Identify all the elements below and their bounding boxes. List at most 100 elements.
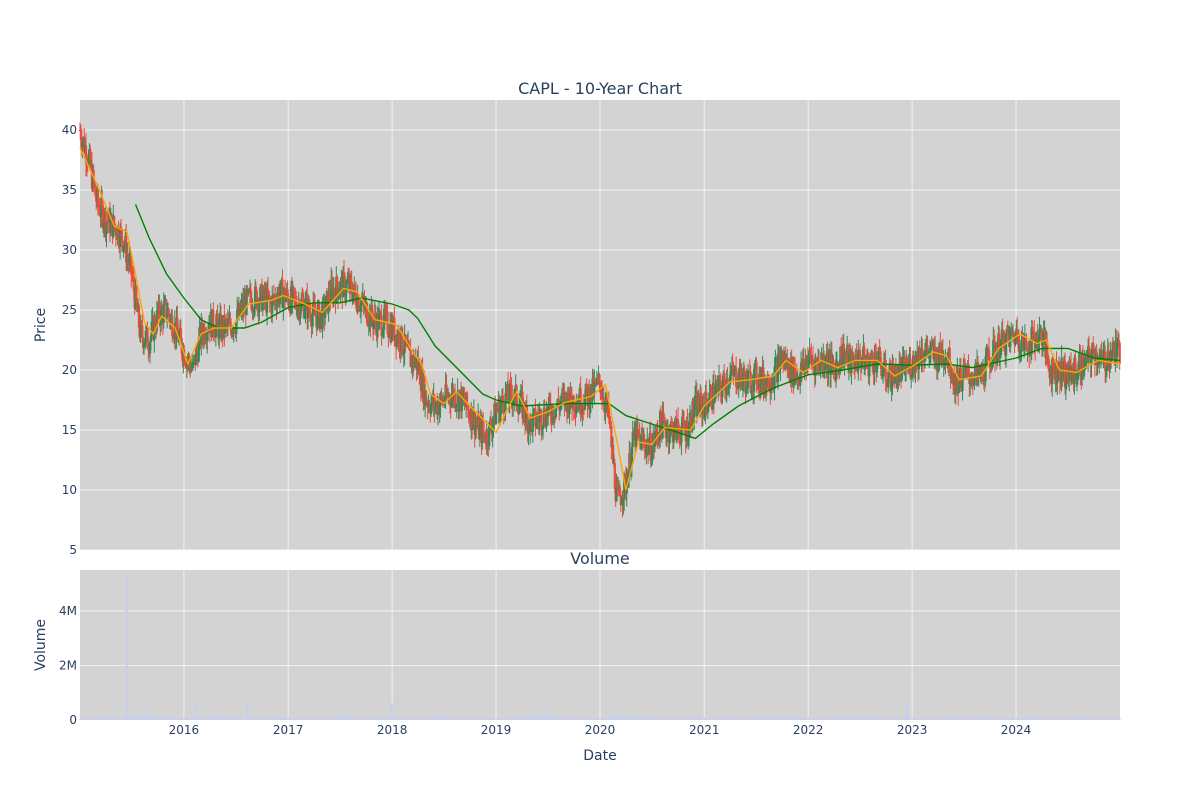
candle-body [144,330,147,342]
volume-bar [999,718,1002,720]
volume-bar [127,717,130,720]
volume-bar [589,718,592,720]
volume-bar [300,718,303,720]
candle-body [179,328,182,339]
candle-body [881,373,884,377]
volume-bars [79,575,1121,720]
candle-body [253,308,256,313]
candle-body [412,354,416,368]
candle-body [682,416,685,421]
candle-body [349,276,352,282]
candle-body [740,363,743,378]
candle-body [1010,329,1014,335]
candle-body [1083,358,1086,370]
candle-body [664,420,667,431]
volume-bar [712,717,715,720]
volume-bar [217,713,220,720]
candle-body [717,376,721,393]
candle-body [658,411,662,441]
volume-bar [612,717,615,720]
candle-body [126,254,129,260]
candle-body [930,343,933,346]
volume-bar [442,717,445,720]
volume-bar [1072,717,1075,720]
volume-bar [196,717,199,720]
candle-body [135,286,138,302]
candle-body [440,394,443,398]
candle-body [918,347,921,359]
candle-body [506,383,510,400]
candle-body [830,352,833,363]
volume-bar [174,717,177,720]
candle-body [554,407,557,418]
candle-body [286,289,289,297]
volume-bar [155,717,158,720]
volume-bar [750,717,753,720]
candle-body [623,474,626,500]
candle-body [1006,330,1009,336]
candle-body [330,279,333,302]
volume-bar [917,718,920,720]
candle-body [453,392,457,408]
candle-body [600,392,604,399]
candle-body [1052,367,1056,369]
candle-body [268,295,271,301]
candle-body [434,406,437,410]
volume-chart-title: Volume [570,549,630,568]
candle-body [1105,367,1109,371]
candle-body [1075,374,1079,380]
candle-body [892,367,895,381]
candle-body [708,392,711,405]
candle-body [727,385,730,390]
volume-bar [666,717,669,720]
candle-body [858,349,862,361]
candle-body [677,430,680,432]
volume-bar [878,718,881,720]
candle-body [105,222,108,235]
candle-body [213,332,216,336]
volume-y-ticks: 0 2M 4M [59,604,77,727]
candle-body [201,321,204,335]
volume-bar [1031,717,1034,720]
candle-body [671,425,675,443]
candle-body [114,227,117,237]
candle-body [132,276,135,292]
candle-body [619,495,622,505]
candle-body [905,362,908,371]
volume-bar [390,703,393,720]
volume-bar [979,717,982,720]
candle-body [524,405,528,422]
candle-body [186,360,189,362]
volume-bar [388,717,391,720]
candle-body [992,339,995,364]
candle-body [889,362,892,390]
candle-body [1020,339,1023,352]
candle-body [840,358,844,366]
candle-body [827,359,830,375]
candle-body [840,346,843,366]
volume-y-tick-label: 2M [59,658,77,672]
candle-body [1031,326,1034,334]
candle-body [352,293,355,302]
candle-body [884,359,887,382]
volume-bar [413,718,416,720]
candle-body [185,360,188,368]
candle-body [492,419,495,426]
candle-body [548,396,551,405]
candle-body [824,365,827,367]
candle-body [1017,335,1021,352]
volume-bar [557,718,560,720]
candle-body [1034,340,1038,348]
candle-body [875,359,879,373]
candle-body [637,429,640,436]
candle-body [807,359,810,368]
volume-bar [537,707,540,720]
volume-bar [144,709,147,720]
volume-bar [1087,718,1090,720]
candle-body [79,130,82,141]
price-y-tick-label: 25 [62,303,77,317]
candle-body [894,365,897,371]
candle-body [299,311,302,319]
candle-body [631,432,634,448]
